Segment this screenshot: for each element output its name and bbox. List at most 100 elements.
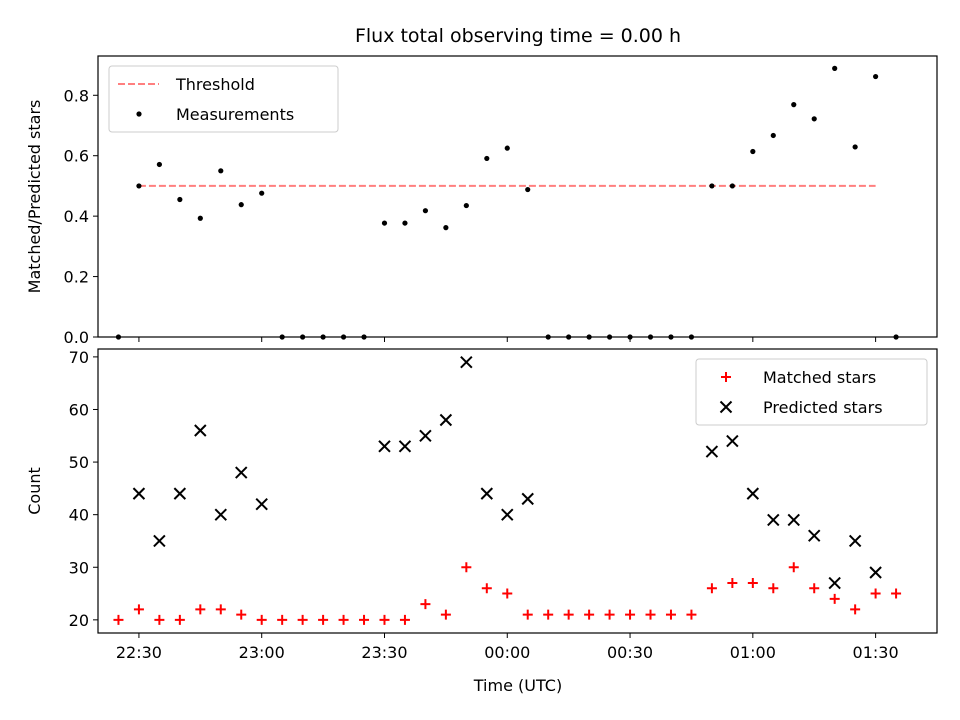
measurement-point [259, 190, 265, 196]
x-tick-label: 23:30 [361, 643, 407, 662]
matched-stars-point [379, 614, 390, 625]
count-plot-frame [97, 348, 938, 634]
measurement-point [566, 334, 572, 340]
matched-stars-point [113, 614, 124, 625]
matched-stars-point [850, 604, 861, 615]
predicted-stars-point [848, 534, 862, 548]
measurement-point [484, 155, 490, 162]
measurement-point [750, 148, 756, 155]
matched-stars-point [625, 609, 636, 620]
x-tick-label: 22:30 [116, 643, 162, 662]
legend-matched-swatch [721, 372, 731, 382]
predicted-stars-point [767, 513, 780, 527]
predicted-stars-point [132, 487, 146, 500]
x-axis-title: Time (UTC) [473, 676, 562, 695]
ratio-plot-frame [97, 55, 938, 338]
count-y-axis-title: Count [25, 467, 44, 515]
matched-stars-point [215, 604, 226, 615]
measurement-point [320, 334, 326, 340]
x-tick-label: 23:00 [239, 643, 285, 662]
predicted-stars-point [746, 487, 760, 500]
count-y-tick-label: 30 [69, 558, 89, 577]
measurement-point [647, 334, 654, 340]
predicted-stars-point [235, 466, 248, 479]
predicted-stars-point [726, 434, 739, 448]
predicted-stars-point [501, 508, 514, 521]
matched-stars-point [584, 609, 595, 620]
measurement-point [238, 202, 244, 208]
legend-predicted-swatch [719, 400, 733, 414]
matched-stars-point [522, 609, 533, 620]
matched-stars-point [788, 562, 799, 573]
measurement-point [770, 132, 776, 139]
legend-label: Measurements [176, 105, 294, 124]
ratio-y-tick-label: 0.0 [64, 328, 89, 347]
measurement-point [340, 334, 347, 340]
matched-stars-point [727, 578, 738, 589]
measurement-point [361, 334, 367, 340]
ratio-y-tick-label: 0.8 [64, 86, 89, 105]
ratio-legend: Threshold Measurements [108, 65, 339, 133]
measurement-point [893, 334, 899, 340]
measurement-point [525, 186, 531, 193]
measurement-point [729, 183, 735, 189]
measurement-point [279, 334, 285, 340]
matched-stars-point [768, 583, 779, 594]
measurement-point [668, 334, 674, 340]
count-legend: Matched stars Predicted stars [695, 358, 928, 426]
ratio-y-tick-label: 0.2 [64, 268, 89, 287]
measurement-point [627, 334, 633, 340]
matched-stars-point [174, 614, 185, 625]
matched-stars-point [809, 583, 820, 594]
measurement-point [586, 334, 592, 340]
matched-stars-point [359, 614, 370, 625]
measurement-point [873, 73, 879, 80]
count-y-tick-label: 70 [69, 348, 89, 367]
measurement-point [852, 144, 858, 150]
matched-stars-point [686, 609, 697, 620]
matched-stars-point [665, 609, 676, 620]
predicted-stars-point [705, 445, 719, 458]
matched-stars-point [236, 609, 247, 620]
matched-stars-point [195, 604, 206, 615]
matched-stars-point [829, 593, 840, 604]
matched-stars-point [502, 588, 513, 599]
count-y-tick-label: 20 [69, 611, 89, 630]
measurement-point [197, 215, 203, 221]
measurement-point [606, 334, 613, 340]
ratio-panel: 0.0 0.2 0.4 0.6 0.8 Matched/Predicted stars Th… [25, 55, 938, 347]
measurement-point [115, 334, 122, 340]
x-tick-label: 01:30 [853, 643, 899, 662]
measurement-point [402, 220, 408, 226]
matched-stars-point [461, 562, 472, 573]
matched-stars-point [645, 609, 656, 620]
predicted-stars-point [808, 529, 821, 542]
predicted-stars-point [173, 487, 187, 500]
ratio-y-tick-label: 0.6 [64, 147, 89, 166]
count-y-tick-label: 50 [69, 453, 89, 472]
predicted-stars-point [378, 440, 391, 453]
matched-stars-point [440, 609, 451, 620]
matched-stars-point [481, 583, 492, 594]
predicted-stars-point [419, 429, 432, 442]
matched-stars-point [399, 614, 410, 625]
matched-stars-point [543, 609, 554, 620]
measurement-point [504, 145, 510, 151]
matched-stars-point [154, 614, 165, 625]
predicted-stars-point [460, 355, 473, 369]
measurement-point [156, 161, 162, 168]
predicted-stars-point [439, 413, 453, 427]
matched-stars-point [604, 609, 615, 620]
predicted-stars-point [214, 508, 227, 521]
x-tick-label: 01:00 [730, 643, 776, 662]
matched-stars-point [747, 578, 758, 589]
measurement-point [381, 220, 388, 226]
x-tick-label: 00:00 [484, 643, 530, 662]
measurement-point [688, 334, 695, 340]
matched-stars-point [891, 588, 902, 599]
legend-label: Matched stars [763, 368, 876, 387]
measurement-point [463, 202, 469, 209]
measurement-point [709, 183, 715, 189]
count-panel: 20 30 40 50 60 70 Count 22:30 23:00 23:30 00:00 00:… [25, 348, 938, 662]
